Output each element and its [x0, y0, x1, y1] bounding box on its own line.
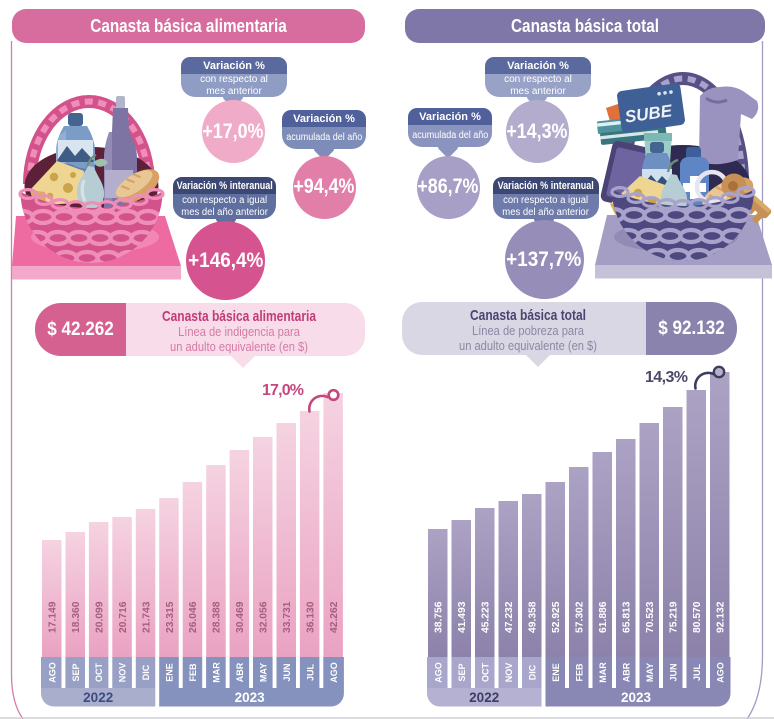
svg-text:28.388: 28.388 [212, 601, 223, 633]
svg-text:52.925: 52.925 [551, 601, 562, 633]
svg-text:32.056: 32.056 [259, 601, 270, 633]
svg-text:26.046: 26.046 [188, 601, 199, 633]
svg-text:38.756: 38.756 [434, 601, 445, 633]
svg-text:14,3%: 14,3% [645, 369, 688, 386]
svg-text:33.731: 33.731 [282, 601, 293, 633]
svg-text:MAY: MAY [258, 663, 268, 682]
svg-text:49.358: 49.358 [528, 601, 539, 633]
svg-text:OCT: OCT [94, 663, 104, 683]
svg-text:2022: 2022 [83, 690, 113, 705]
svg-text:AGO: AGO [715, 662, 725, 683]
svg-text:ENE: ENE [165, 663, 175, 682]
svg-text:OCT: OCT [480, 663, 490, 683]
svg-text:18.360: 18.360 [71, 601, 82, 633]
svg-text:41.493: 41.493 [457, 601, 468, 633]
svg-text:FEB: FEB [188, 663, 198, 682]
svg-text:20.716: 20.716 [118, 601, 129, 633]
svg-text:23.315: 23.315 [165, 601, 176, 633]
svg-text:JUL: JUL [305, 664, 315, 682]
svg-text:20.099: 20.099 [95, 601, 106, 633]
svg-text:45.223: 45.223 [481, 601, 492, 633]
svg-text:2023: 2023 [235, 690, 266, 705]
svg-text:DIC: DIC [527, 664, 537, 680]
svg-text:JUN: JUN [282, 663, 292, 681]
svg-text:92.132: 92.132 [716, 601, 727, 633]
svg-text:47.232: 47.232 [504, 601, 515, 633]
svg-text:NOV: NOV [504, 663, 514, 683]
svg-text:21.743: 21.743 [141, 601, 152, 633]
svg-text:DIC: DIC [141, 664, 151, 680]
svg-text:MAR: MAR [212, 662, 222, 683]
svg-text:2023: 2023 [621, 690, 652, 705]
svg-text:80.570: 80.570 [692, 601, 703, 633]
svg-text:42.262: 42.262 [329, 601, 340, 633]
svg-text:JUN: JUN [668, 663, 678, 681]
svg-text:ABR: ABR [621, 662, 631, 682]
svg-text:MAY: MAY [645, 663, 655, 682]
svg-text:MAR: MAR [598, 662, 608, 683]
svg-text:FEB: FEB [574, 663, 584, 682]
svg-text:JUL: JUL [692, 664, 702, 682]
svg-text:SEP: SEP [457, 663, 467, 681]
svg-text:SEP: SEP [71, 663, 81, 681]
svg-text:70.523: 70.523 [645, 601, 656, 633]
svg-text:ENE: ENE [551, 663, 561, 682]
svg-text:30.469: 30.469 [235, 601, 246, 633]
svg-text:75.219: 75.219 [669, 601, 680, 633]
svg-text:36.130: 36.130 [306, 601, 317, 633]
svg-text:57.302: 57.302 [575, 601, 586, 633]
svg-text:AGO: AGO [47, 662, 57, 683]
svg-text:AGO: AGO [433, 662, 443, 683]
svg-text:17.149: 17.149 [48, 601, 59, 633]
svg-text:NOV: NOV [118, 663, 128, 683]
svg-text:17,0%: 17,0% [262, 382, 304, 399]
svg-text:AGO: AGO [329, 662, 339, 683]
svg-text:ABR: ABR [235, 662, 245, 682]
svg-text:61.886: 61.886 [598, 601, 609, 633]
svg-text:2022: 2022 [469, 690, 499, 705]
svg-text:65.813: 65.813 [622, 601, 633, 633]
